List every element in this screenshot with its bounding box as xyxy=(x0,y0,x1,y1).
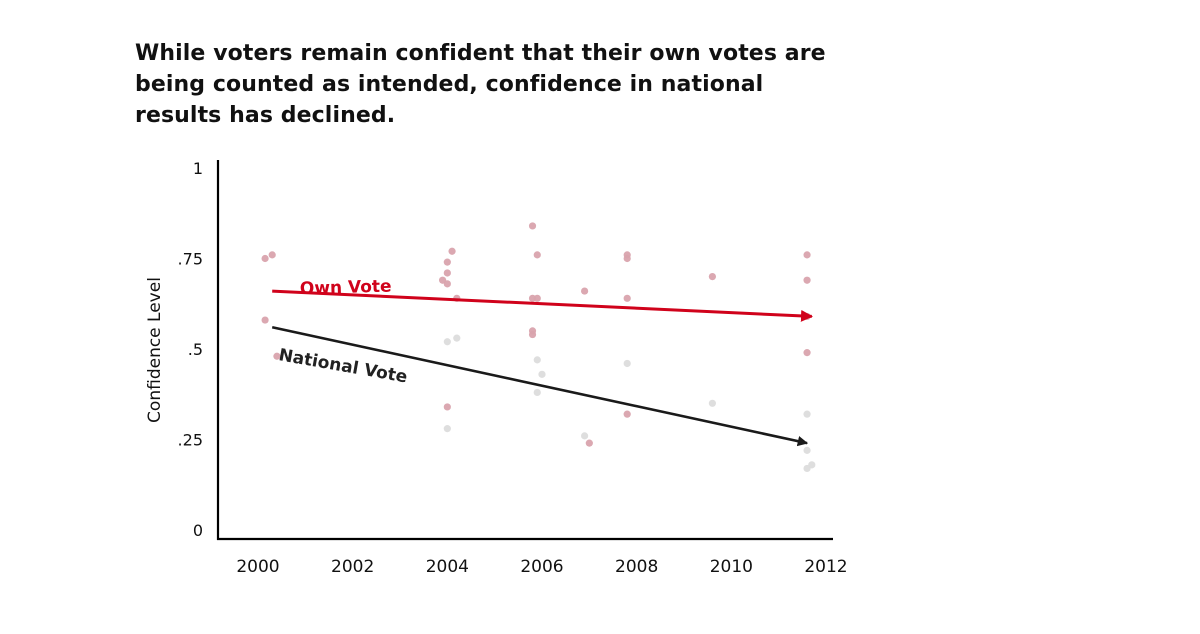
y-tick-label: .25 xyxy=(178,431,203,450)
x-tick-label: 2012 xyxy=(804,557,847,577)
own-vote-point xyxy=(528,222,537,230)
x-tick-label: 2006 xyxy=(520,557,563,577)
x-tick-label: 2010 xyxy=(710,557,753,577)
chart-headline: While voters remain confident that their… xyxy=(135,38,855,131)
x-tick-label: 2004 xyxy=(426,557,469,577)
headline-line-1: While voters remain confident that their… xyxy=(135,41,826,66)
national-vote-point xyxy=(533,388,541,397)
headline-line-2: being counted as intended, confidence in… xyxy=(135,72,764,97)
national-vote-point xyxy=(453,334,461,342)
own-vote-point xyxy=(585,439,593,447)
national-vote-point xyxy=(803,446,811,454)
national-vote-point xyxy=(803,410,811,418)
national-vote-point xyxy=(443,425,451,433)
trend-lines xyxy=(271,289,813,447)
own-vote-point xyxy=(581,287,589,295)
national-vote-point xyxy=(708,399,717,407)
own-vote-point xyxy=(443,280,451,288)
own-vote-trend-line xyxy=(272,289,813,322)
own-vote-point xyxy=(448,247,456,255)
own-vote-label: Own Vote xyxy=(300,277,392,299)
x-tick-label: 2002 xyxy=(331,557,374,577)
own-vote-point xyxy=(443,269,451,277)
own-vote-point xyxy=(261,316,269,324)
own-vote-point xyxy=(443,403,451,411)
own-vote-point xyxy=(803,349,811,357)
own-vote-point xyxy=(803,276,811,284)
headline-line-3: results has declined. xyxy=(135,103,396,128)
own-vote-point xyxy=(708,273,717,281)
national-vote-point xyxy=(808,461,816,469)
y-tick-label: .5 xyxy=(188,340,203,359)
own-vote-point xyxy=(528,330,537,339)
x-tick-label: 2008 xyxy=(615,557,658,577)
y-axis-label: Confidence Level xyxy=(145,277,165,423)
scatter-points xyxy=(261,222,816,473)
x-tick-label: 2000 xyxy=(236,557,279,577)
y-tick-labels: 0 .25 .5 .75 1 xyxy=(178,159,203,540)
own-vote-point xyxy=(268,251,276,259)
x-tick-labels: 2000 2002 2004 2006 2008 2010 2012 xyxy=(236,557,847,577)
own-vote-point xyxy=(273,352,281,360)
national-vote-point xyxy=(581,432,589,440)
y-tick-label: .75 xyxy=(178,250,203,269)
y-tick-label: 0 xyxy=(193,521,203,540)
own-vote-point xyxy=(261,254,269,263)
own-vote-point xyxy=(623,254,631,263)
national-vote-point xyxy=(623,359,631,368)
own-vote-point xyxy=(803,251,811,259)
national-vote-point xyxy=(533,356,541,364)
national-vote-trend-line xyxy=(271,326,809,447)
own-vote-point xyxy=(533,294,541,302)
own-vote-point xyxy=(623,294,631,302)
own-vote-point xyxy=(443,258,451,266)
y-tick-label: 1 xyxy=(193,159,203,178)
national-vote-point xyxy=(538,370,546,378)
national-vote-point xyxy=(443,338,451,346)
own-vote-point xyxy=(533,251,541,259)
own-vote-point xyxy=(623,410,631,418)
